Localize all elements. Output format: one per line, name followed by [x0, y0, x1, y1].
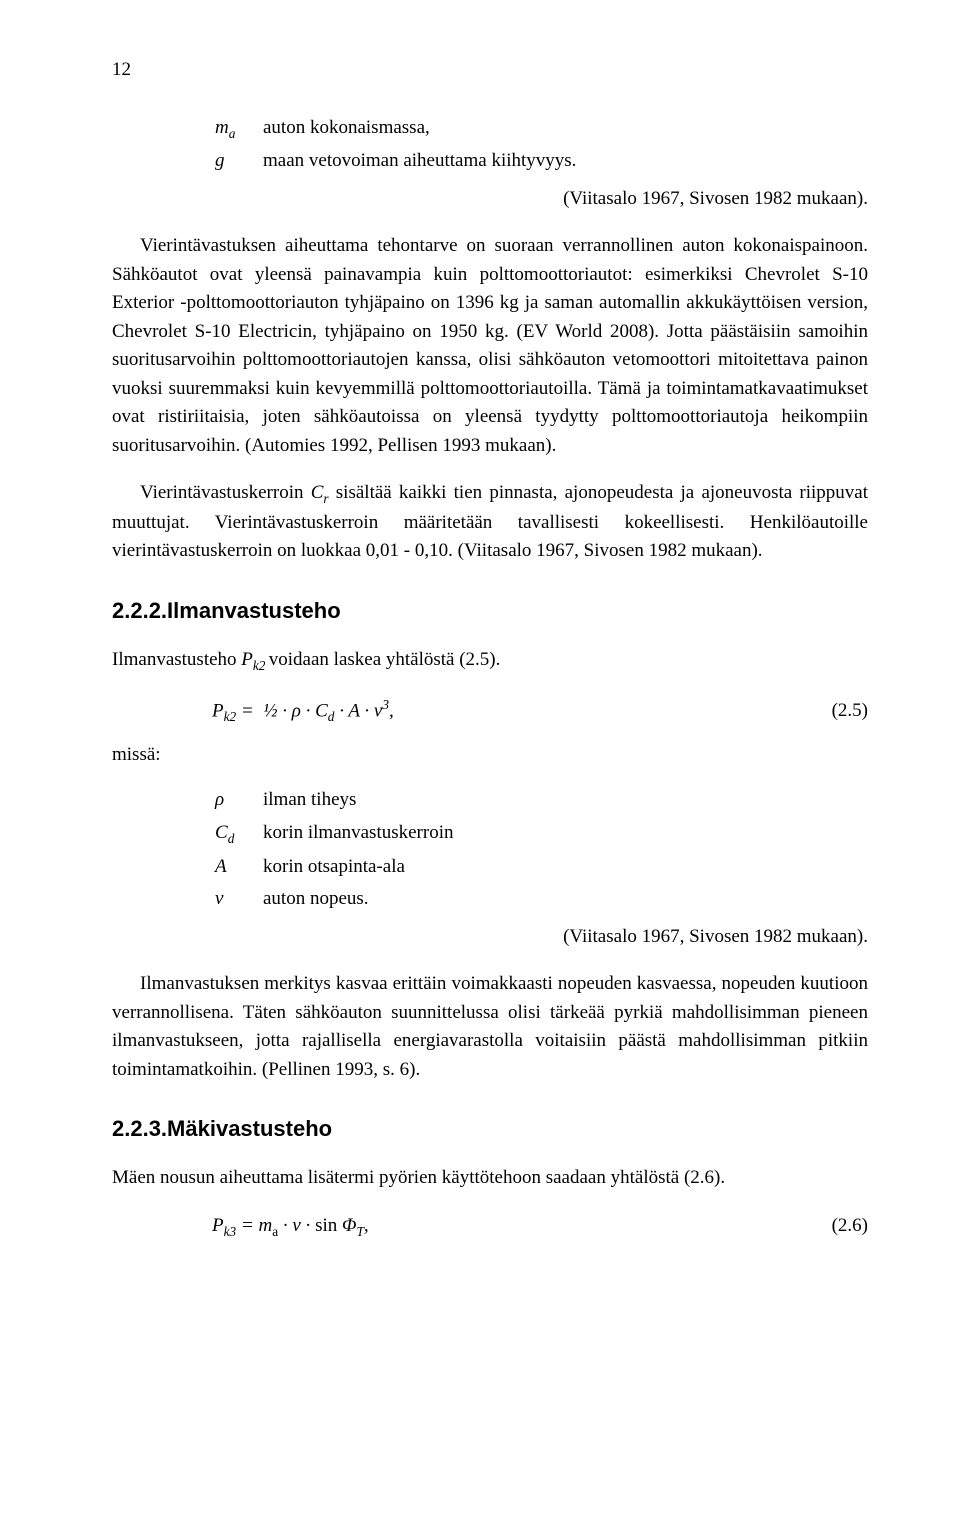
paragraph-5: Mäen nousun aiheuttama lisätermi pyörien… — [112, 1164, 868, 1193]
paragraph-2: Vierintävastuskerroin Cr sisältää kaikki… — [112, 479, 868, 566]
equation-2-5: Pk2 = ½ · ρ · Cd · A · v3, (2.5) — [212, 695, 868, 727]
def2-symbol: g — [214, 146, 260, 177]
eq26-number: (2.6) — [832, 1212, 868, 1241]
paragraph-4: Ilmanvastuksen merkitys kasvaa erittäin … — [112, 970, 868, 1084]
def2-desc: maan vetovoiman aiheuttama kiihtyvyys. — [262, 146, 577, 177]
equation-2-6: Pk3 = ma · v · sin ΦT, (2.6) — [212, 1212, 868, 1242]
definitions-1: ma auton kokonaismassa, g maan vetovoima… — [212, 111, 579, 179]
citation-2: (Viitasalo 1967, Sivosen 1982 mukaan). — [112, 923, 868, 952]
heading-222: 2.2.2.Ilmanvastusteho — [112, 594, 868, 627]
page-number: 12 — [112, 56, 868, 85]
missa-label: missä: — [112, 741, 868, 770]
def1-desc: auton kokonaismassa, — [262, 113, 577, 145]
paragraph-1: Vierintävastuksen aiheuttama tehontarve … — [112, 232, 868, 460]
def-v-desc: auton nopeus. — [262, 884, 455, 915]
eq26-body: Pk3 = ma · v · sin ΦT, — [212, 1212, 369, 1242]
def-cd-desc: korin ilmanvastuskerroin — [262, 818, 455, 850]
eq25-body: Pk2 = ½ · ρ · Cd · A · v3, — [212, 695, 394, 727]
def-a-symbol: A — [214, 852, 260, 883]
def-rho-symbol: ρ — [214, 785, 260, 816]
definitions-2: ρ ilman tiheys Cd korin ilmanvastuskerro… — [212, 783, 457, 916]
paragraph-3: Ilmanvastusteho Pk2 voidaan laskea yhtäl… — [112, 646, 868, 676]
def-v-symbol: v — [214, 884, 260, 915]
def-cd-symbol: Cd — [214, 818, 260, 850]
def1-symbol: ma — [214, 113, 260, 145]
def-rho-desc: ilman tiheys — [262, 785, 455, 816]
citation-1: (Viitasalo 1967, Sivosen 1982 mukaan). — [112, 185, 868, 214]
def-a-desc: korin otsapinta-ala — [262, 852, 455, 883]
eq25-number: (2.5) — [832, 697, 868, 726]
heading-223: 2.2.3.Mäkivastusteho — [112, 1112, 868, 1145]
